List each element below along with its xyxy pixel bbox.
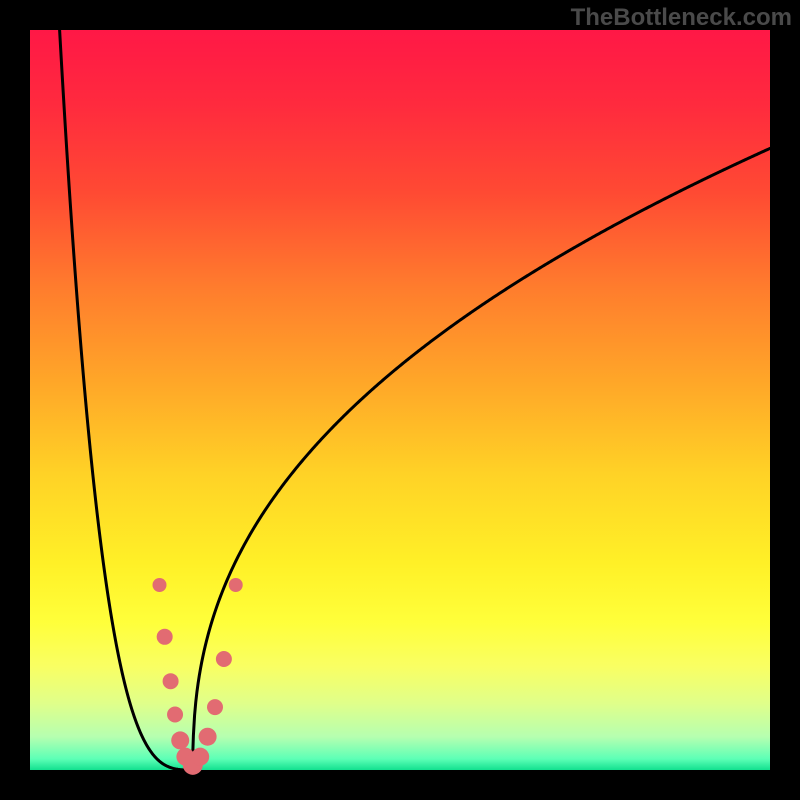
data-marker xyxy=(216,651,232,667)
plot-area xyxy=(30,30,770,770)
data-markers xyxy=(153,578,243,775)
data-marker xyxy=(167,707,183,723)
data-marker xyxy=(163,673,179,689)
data-marker xyxy=(199,728,217,746)
data-marker xyxy=(157,629,173,645)
data-marker xyxy=(171,731,189,749)
bottleneck-curve xyxy=(60,30,770,770)
data-marker xyxy=(153,578,167,592)
chart-root: TheBottleneck.com xyxy=(0,0,800,800)
curve-layer xyxy=(30,30,770,770)
watermark-text: TheBottleneck.com xyxy=(571,4,792,32)
data-marker xyxy=(207,699,223,715)
data-marker xyxy=(229,578,243,592)
data-marker xyxy=(191,748,209,766)
